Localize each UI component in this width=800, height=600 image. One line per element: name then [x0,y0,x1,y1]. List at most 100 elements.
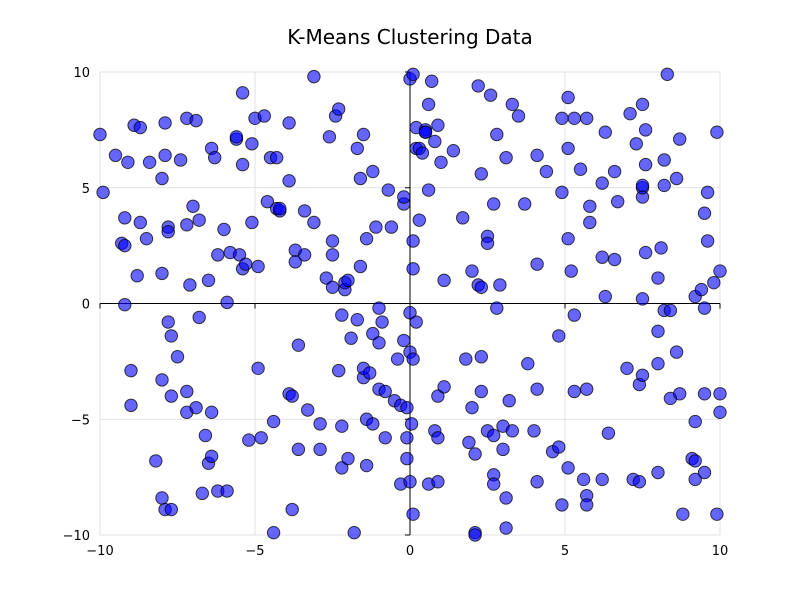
data-point [335,308,349,322]
data-point [118,211,132,225]
data-point [108,148,123,163]
data-point [555,498,569,512]
data-point [378,384,392,399]
data-point [474,384,488,399]
data-point [366,164,380,179]
data-point [409,315,423,329]
data-point [555,111,569,126]
data-point [155,491,169,505]
data-point [130,269,144,283]
data-point [192,310,206,325]
data-point [332,363,346,378]
data-point [421,97,436,112]
data-point [697,206,712,220]
data-point [428,134,442,149]
data-point [651,324,665,338]
data-point [527,424,541,438]
data-point [694,282,709,297]
data-point [576,472,591,487]
data-point [607,252,622,267]
data-point [697,301,712,315]
data-point [375,315,389,329]
data-point [133,120,148,135]
data-point [180,384,194,399]
data-point [493,278,507,292]
data-point [344,331,358,345]
data-point [155,171,169,186]
data-point [189,400,203,415]
data-point [713,405,727,420]
data-point [245,215,259,230]
data-point [170,350,185,364]
data-point [220,295,234,310]
data-point [251,259,265,274]
data-point [673,132,687,146]
data-point [353,259,368,274]
data-point [192,213,206,227]
data-point [713,264,727,278]
data-point [325,248,340,262]
data-point [142,155,157,169]
data-point [211,248,225,262]
data-point [155,266,169,281]
data-point [133,215,148,230]
data-point [474,350,488,364]
data-point [288,255,302,269]
data-point [406,507,420,521]
data-point [158,116,172,130]
data-point [297,204,312,218]
data-point [654,241,668,255]
data-point [251,361,265,376]
data-point [369,220,383,234]
y-tick-label: 10 [73,66,90,81]
data-point [700,185,715,200]
data-point [397,333,411,348]
y-tick-label: −5 [71,413,90,428]
data-point [266,525,281,540]
data-point [291,442,306,457]
data-point [487,477,501,491]
data-point [254,431,268,445]
data-point [660,67,674,82]
data-point [688,454,702,468]
data-point [403,306,417,320]
data-point [598,125,612,139]
data-point [635,97,650,112]
data-point [635,368,650,382]
data-point [505,424,519,438]
data-point [217,222,231,237]
data-point [404,417,419,431]
data-point [663,303,678,318]
data-point [490,127,504,142]
data-point [359,458,374,473]
data-point [400,400,414,415]
data-point [270,150,284,165]
data-point [232,248,247,262]
data-point [669,171,684,186]
data-point [390,352,405,366]
data-point [437,380,451,394]
data-point [421,183,436,197]
data-point [164,389,179,403]
data-points [93,67,727,542]
data-point [282,116,296,130]
data-point [353,171,368,186]
data-point [285,389,299,403]
data-point [180,218,194,232]
data-point [552,329,566,343]
data-point [669,345,684,359]
data-point [307,215,321,230]
x-tick-label: 5 [561,544,569,559]
data-point [297,248,312,262]
data-point [580,382,594,396]
data-point [93,127,107,142]
data-point [198,428,213,443]
data-point [158,148,172,163]
data-point [688,414,702,429]
data-point [700,234,715,248]
data-point [266,414,281,429]
data-point [282,174,296,188]
data-point [635,292,650,306]
data-point [164,502,179,517]
